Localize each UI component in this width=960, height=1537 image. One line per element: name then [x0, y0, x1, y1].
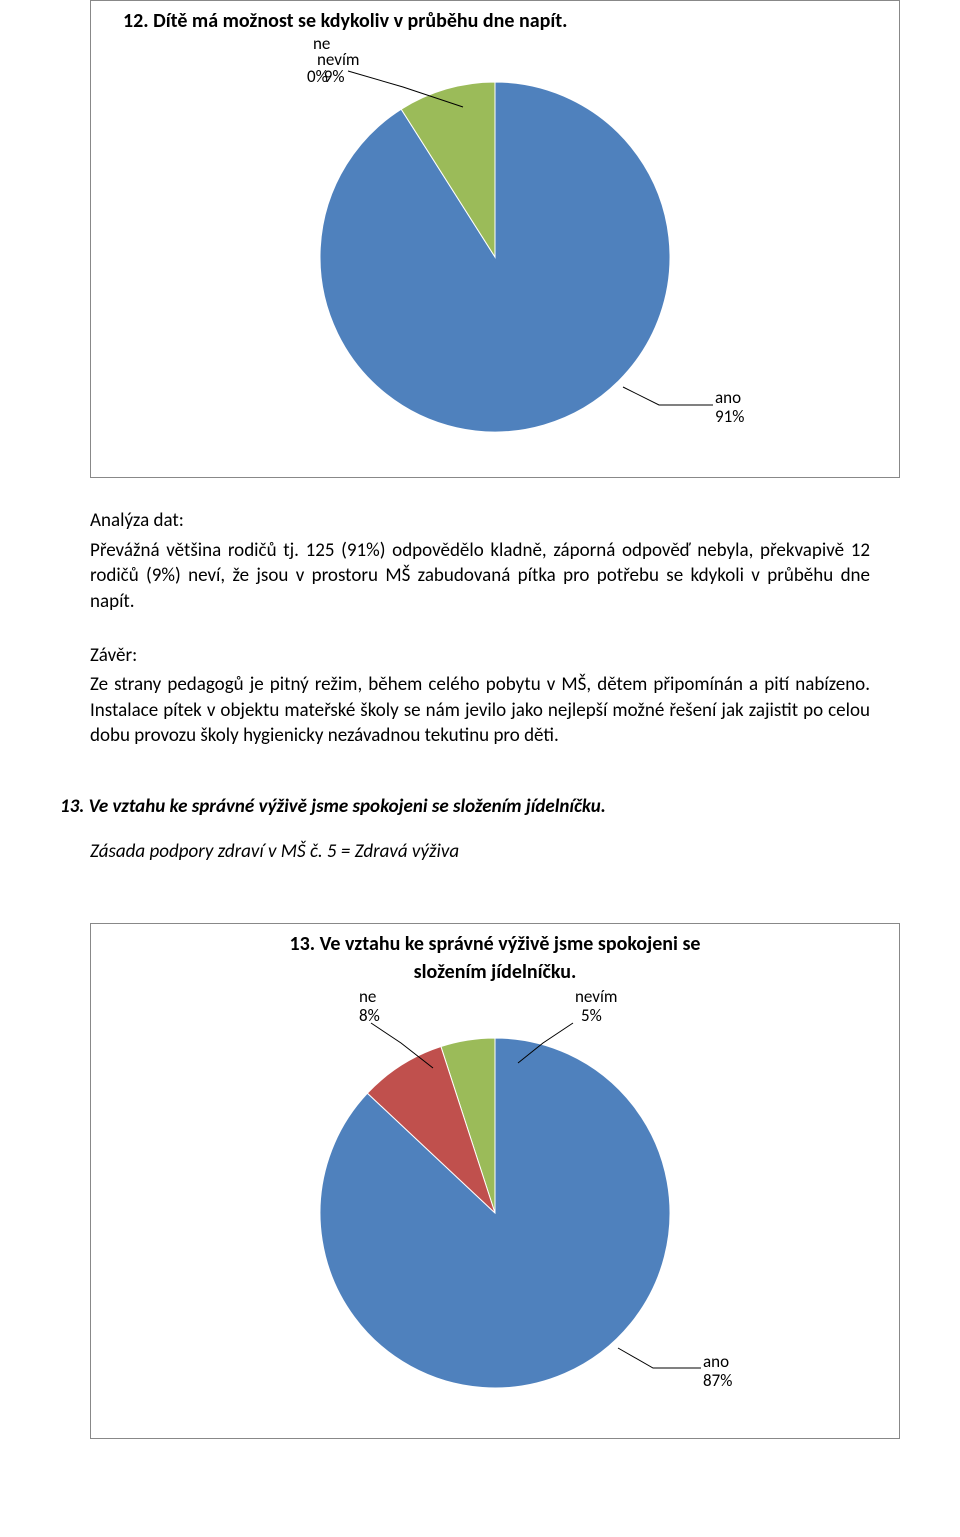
- page: 12. Dítě má možnost se kdykoliv v průběh…: [0, 0, 960, 1509]
- chart-12-title: 12. Dítě má možnost se kdykoliv v průběh…: [123, 9, 887, 33]
- chart-13-ano-label: ano: [703, 1353, 732, 1372]
- section-13-subheading: Zásada podpory zdraví v MŠ č. 5 = Zdravá…: [90, 840, 870, 863]
- chart-12-container: 12. Dítě má možnost se kdykoliv v průběh…: [90, 0, 900, 478]
- chart-13-title-line2: složením jídelníčku.: [103, 960, 887, 984]
- chart-12-pie: [305, 67, 685, 447]
- chart-13-pie: [305, 1023, 685, 1403]
- chart-13-container: 13. Ve vztahu ke správné výživě jsme spo…: [90, 923, 900, 1439]
- chart-13-pie-area: ne 8% nevím 5% ano 87%: [103, 988, 887, 1418]
- chart-12-ano-label: ano: [715, 389, 744, 408]
- chart-12-ano-pct: 91%: [715, 408, 744, 427]
- chart-12-callout-pcts: 0%9%: [307, 68, 345, 87]
- conclusion-header: Závěr:: [90, 643, 870, 669]
- chart-13-ne-label: ne: [359, 988, 380, 1007]
- analysis-header: Analýza dat:: [90, 508, 870, 534]
- conclusion-body: Ze strany pedagogů je pitný režim, během…: [90, 672, 870, 749]
- analysis-body: Převážná většina rodičů tj. 125 (91%) od…: [90, 538, 870, 615]
- chart-12-pie-area: ne nevím 0%9% ano 91%: [103, 37, 887, 457]
- chart-13-ne-pct: 8%: [359, 1007, 380, 1026]
- chart-12-callout-ano: ano 91%: [715, 389, 744, 426]
- chart-13-nevim-label: nevím: [575, 988, 617, 1007]
- section-13-heading: 13. Ve vztahu ke správné výživě jsme spo…: [60, 795, 870, 818]
- chart-13-callout-ano: ano 87%: [703, 1353, 732, 1390]
- analysis-block: Analýza dat: Převážná většina rodičů tj.…: [90, 508, 870, 749]
- chart-13-callout-nevim: nevím 5%: [575, 988, 617, 1025]
- chart-13-callout-ne: ne 8%: [359, 988, 380, 1025]
- chart-12-nevim-pct: 9%: [324, 66, 345, 87]
- chart-13-nevim-pct: 5%: [581, 1007, 617, 1026]
- chart-13-title-line1: 13. Ve vztahu ke správné výživě jsme spo…: [103, 932, 887, 956]
- chart-13-ano-pct: 87%: [703, 1372, 732, 1391]
